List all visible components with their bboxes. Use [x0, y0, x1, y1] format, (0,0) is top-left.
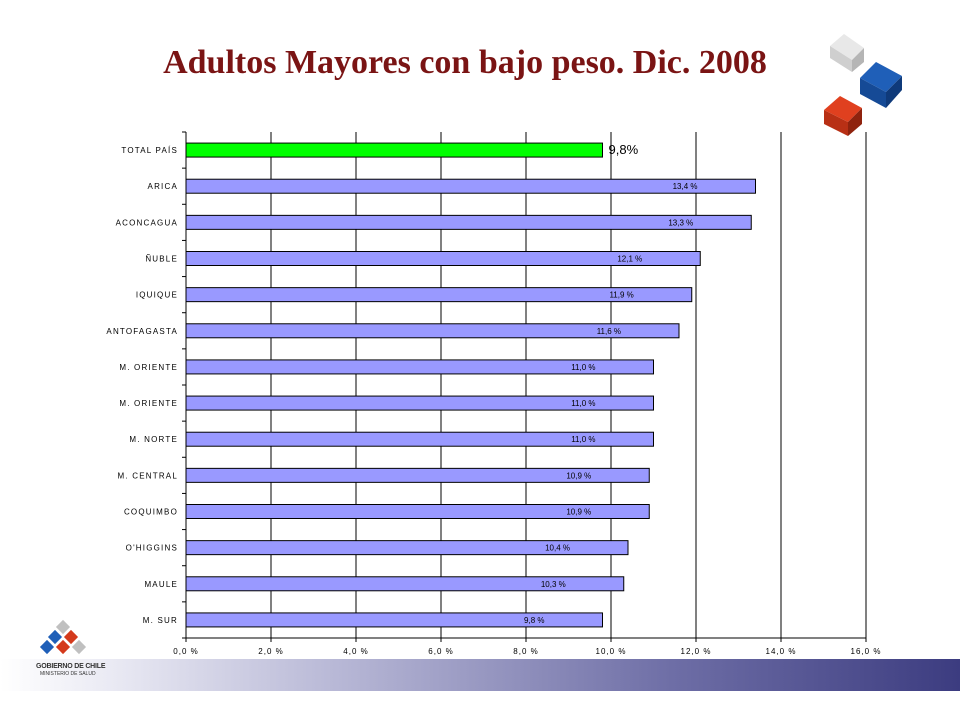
x-tick-label: 10,0 %	[596, 647, 627, 656]
bar	[185, 359, 654, 375]
bar	[185, 467, 650, 483]
data-label: 9,8 %	[524, 616, 544, 625]
bar	[185, 142, 603, 158]
data-label: 11,9 %	[609, 291, 633, 300]
bar	[185, 504, 650, 519]
data-label: 12,1 %	[617, 255, 642, 264]
bar	[185, 323, 680, 339]
x-tick-label: 12,0 %	[681, 647, 712, 656]
data-label: 10,4 %	[545, 544, 570, 553]
bar	[185, 395, 654, 411]
category-label: ARICA	[148, 182, 178, 191]
data-label: 13,3 %	[668, 218, 693, 227]
x-tick-label: 16,0 %	[851, 647, 882, 656]
bar	[185, 431, 654, 447]
category-label: ANTOFAGASTA	[106, 327, 178, 336]
bar	[185, 287, 693, 303]
category-label: O'HIGGINS	[126, 544, 178, 553]
x-tick-label: 4,0 %	[343, 647, 368, 656]
data-label: 9,8%	[609, 142, 639, 157]
category-label: M. ORIENTE	[119, 399, 178, 408]
category-label: M. CENTRAL	[118, 471, 178, 480]
category-label: IQUIQUE	[136, 291, 178, 300]
category-label: M. NORTE	[129, 435, 178, 444]
bar	[185, 214, 752, 230]
data-label: 11,0 %	[571, 363, 595, 372]
data-label: 10,3 %	[541, 580, 566, 589]
data-label: 10,9 %	[566, 508, 591, 517]
cubes-logo-icon	[824, 34, 902, 136]
x-tick-label: 8,0 %	[513, 647, 538, 656]
x-tick-label: 14,0 %	[766, 647, 797, 656]
category-label: MAULE	[144, 580, 178, 589]
category-label: M. ORIENTE	[119, 363, 178, 372]
data-label: 10,9 %	[566, 471, 591, 480]
category-label: M. SUR	[143, 616, 178, 625]
x-tick-label: 2,0 %	[258, 647, 283, 656]
bar	[185, 178, 756, 194]
bar	[185, 612, 603, 628]
x-tick-label: 0,0 %	[173, 647, 198, 656]
category-label: ACONCAGUA	[116, 218, 178, 227]
footer-band	[0, 659, 960, 691]
x-tick-label: 6,0 %	[428, 647, 453, 656]
data-label: 11,6 %	[597, 327, 621, 336]
org-sub: MINISTERIO DE SALUD	[40, 671, 96, 677]
data-label: 11,0 %	[571, 399, 595, 408]
category-label: TOTAL PAÍS	[121, 146, 178, 155]
category-label: COQUIMBO	[124, 508, 178, 517]
category-label: ÑUBLE	[145, 255, 178, 264]
page-title: Adultos Mayores con bajo peso. Dic. 2008	[163, 44, 767, 81]
data-label: 11,0 %	[571, 435, 595, 444]
org-name: GOBIERNO DE CHILE	[36, 663, 106, 670]
data-label: 13,4 %	[673, 182, 698, 191]
bar	[185, 540, 629, 556]
bar	[185, 251, 701, 266]
bar	[185, 576, 625, 592]
government-logo	[39, 619, 87, 655]
